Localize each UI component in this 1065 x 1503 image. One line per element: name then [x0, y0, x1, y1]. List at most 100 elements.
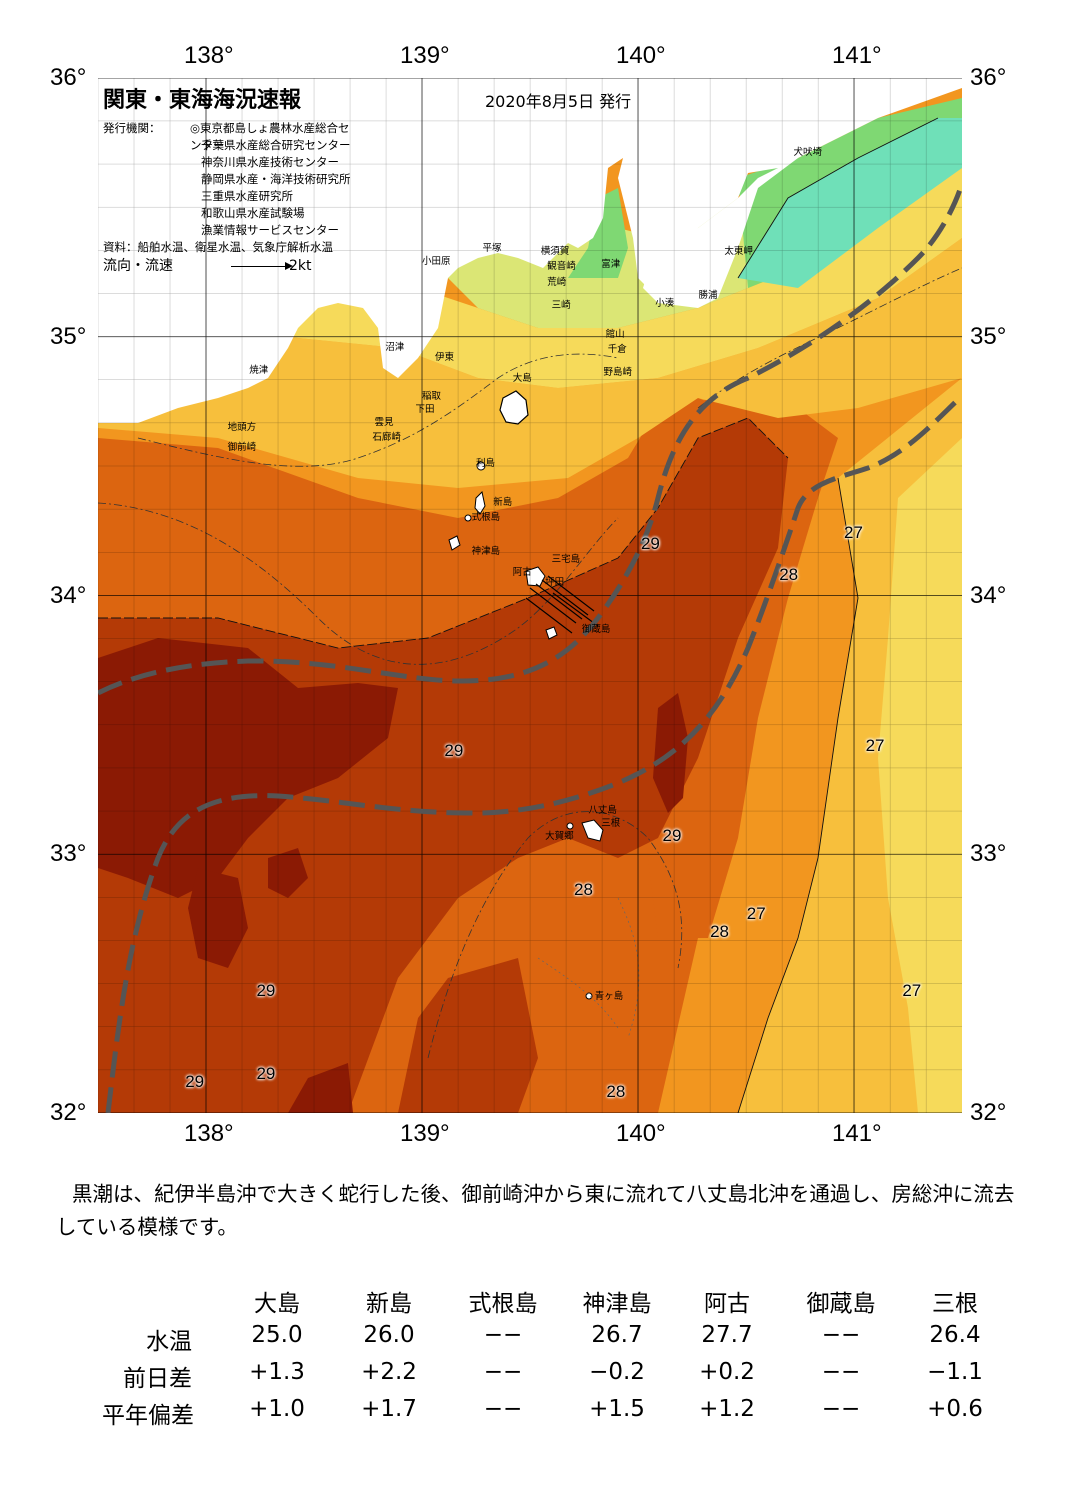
table-row-label: 水温 — [146, 1329, 192, 1355]
agency-block: 発行機関： ◎東京都島しょ農林水産総合センター 千葉県水産総合研究センター 神奈… — [103, 120, 351, 275]
table-cell: 26.0 — [363, 1322, 415, 1348]
table-cell: −− — [483, 1396, 523, 1422]
place-label: 三宅島 — [551, 553, 581, 565]
place-label: 小湊 — [655, 297, 675, 309]
table-cell: −1.1 — [927, 1359, 983, 1385]
temperature-label: 27 — [746, 903, 766, 923]
table-cell: +0.2 — [699, 1359, 755, 1385]
latitude-label-left: 34° — [50, 581, 87, 609]
agency-2: 神奈川県水産技術センター — [201, 155, 339, 169]
latitude-label-left: 32° — [50, 1099, 87, 1126]
table-cell: −− — [821, 1359, 861, 1385]
temperature-label: 27 — [844, 523, 863, 543]
place-label: 平塚 — [482, 243, 502, 255]
latitude-label-left: 33° — [50, 840, 87, 868]
contour-2 — [737, 477, 859, 1113]
place-label: 石廊崎 — [372, 432, 401, 444]
place-label: 沼津 — [385, 341, 405, 353]
zone-cyan-boso — [738, 118, 962, 288]
place-label: 小田原 — [422, 256, 451, 268]
temperature-label: 29 — [256, 981, 276, 1001]
longitude-label-top: 141° — [832, 42, 882, 69]
temperature-label: 27 — [902, 981, 922, 1001]
island-shikinejima — [464, 514, 472, 522]
temperature-label: 28 — [710, 921, 729, 941]
land-boso — [643, 118, 818, 308]
table-cell: −− — [483, 1322, 523, 1348]
place-label: 稲取 — [422, 390, 442, 402]
longitude-label-bottom: 138° — [184, 1120, 234, 1147]
kuroshio-axis — [98, 182, 962, 696]
place-label: 富津 — [601, 258, 621, 270]
place-label: 御蔵島 — [581, 623, 611, 635]
sea-temperature-map — [98, 78, 962, 1113]
issue-date: 2020年8月5日 発行 — [485, 92, 632, 111]
longitude-label-top: 139° — [400, 42, 450, 69]
place-label: 太東岬 — [724, 245, 753, 257]
agency-5: 和歌山県水産試験場 — [201, 206, 305, 220]
table-column-header: 神津島 — [582, 1291, 652, 1317]
longitude-label-top: 140° — [616, 42, 666, 69]
temperature-label: 29 — [185, 1071, 205, 1091]
zone-green-north — [568, 188, 628, 278]
place-label: 坪田 — [545, 576, 565, 588]
table-cell: +1.3 — [249, 1359, 305, 1385]
zone-light-north — [98, 238, 962, 488]
temperature-label: 28 — [574, 880, 593, 900]
place-label: 観音崎 — [547, 261, 576, 273]
temperature-label: 29 — [640, 533, 660, 553]
table-cell: +1.0 — [249, 1396, 305, 1422]
kuroshio-axis-2 — [105, 394, 962, 1113]
latitude-label-right: 35° — [970, 322, 1007, 350]
place-label: 館山 — [605, 328, 625, 340]
place-label: 勝浦 — [698, 289, 718, 301]
land-honshu — [98, 78, 962, 423]
agency-0: ◎東京都島しょ農林水産総合センター — [190, 121, 350, 152]
temperature-label: 28 — [779, 564, 799, 584]
place-label: 利島 — [476, 457, 496, 469]
place-label: 横須賀 — [540, 245, 570, 257]
place-label: 青ヶ島 — [594, 990, 624, 1002]
place-label: 荒崎 — [547, 276, 567, 288]
flow-legend-arrowhead — [285, 262, 293, 270]
latitude-label-right: 36° — [970, 64, 1007, 91]
place-label: 阿古 — [512, 566, 532, 578]
table-row-label: 平年偏差 — [102, 1403, 194, 1429]
table-column-header: 式根島 — [468, 1291, 538, 1317]
isobath-200-north — [137, 353, 619, 467]
temperature-label: 29 — [662, 826, 682, 846]
island-kojima — [566, 822, 574, 830]
longitude-label-top: 138° — [184, 42, 234, 69]
island-mikurajima — [545, 626, 558, 640]
table-cell: +1.7 — [361, 1396, 417, 1422]
table-cell: +1.2 — [699, 1396, 755, 1422]
place-label: 犬吠埼 — [793, 147, 823, 159]
zone-deep-sw — [188, 868, 248, 968]
zone-deep-s — [268, 848, 308, 898]
flow-legend-arrow — [231, 266, 287, 267]
table-row-label: 前日差 — [123, 1366, 192, 1392]
longitude-label-bottom: 140° — [616, 1120, 666, 1147]
isobath-1000-west — [98, 502, 619, 665]
place-label: 伊東 — [434, 351, 454, 363]
agency-6: 漁業情報サービスセンター — [201, 223, 339, 237]
table-cell: 25.0 — [251, 1322, 303, 1348]
zone-pale-east — [878, 438, 962, 1113]
table-column-header: 大島 — [254, 1291, 300, 1317]
longitude-label-bottom: 141° — [832, 1120, 882, 1147]
temperature-label: 29 — [256, 1064, 276, 1084]
place-label: 新島 — [493, 496, 513, 508]
island-kozushima — [448, 535, 461, 551]
temperature-label: 28 — [606, 1082, 626, 1102]
place-label: 千倉 — [607, 344, 627, 356]
place-label: 下田 — [415, 403, 435, 415]
isobath-dotted-2 — [537, 957, 619, 1029]
table-cell: +1.5 — [589, 1396, 645, 1422]
table-column-header: 新島 — [366, 1291, 412, 1317]
table-cell: 26.4 — [929, 1322, 981, 1348]
table-column-header: 三根 — [932, 1291, 978, 1317]
table-cell: −− — [483, 1359, 523, 1385]
graticule-major — [98, 78, 962, 1113]
place-label: 八丈島 — [588, 804, 617, 816]
zone-hot-2 — [398, 958, 538, 1113]
